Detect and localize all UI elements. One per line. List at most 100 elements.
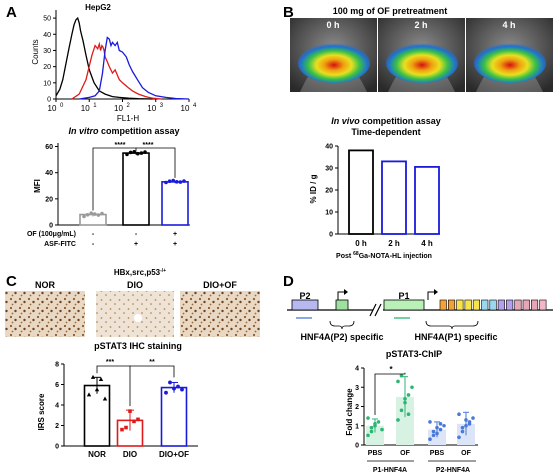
row-2-mark: + [134,241,138,248]
treatment-row-2-label: ASF-FITC [44,241,76,248]
bar-d-point [435,425,439,430]
pet-image-label: 4 h [502,20,515,30]
bar-b-y-tick-label: 10 [325,210,333,217]
bar-d-category-label: OF [400,450,410,457]
tss-arrowhead-2 [434,289,438,295]
bar-d-category-label: PBS [430,450,445,457]
bar-b-category-label: 0 h [355,239,367,248]
tss-arrow-1 [337,291,346,300]
group-label-p1: P1-HNF4A [373,467,407,474]
bar-c-category-label: DIO [123,450,137,459]
bar-c-point [90,374,96,379]
bar-a-point [175,180,179,184]
bar-c-point [94,387,100,392]
bar-b-y-tick-label: 0 [329,232,333,239]
group-label-p2: P2-HNF4A [436,467,470,474]
bar-d-y-tick-label: 2 [355,404,359,411]
exon-box [497,299,505,311]
flow-x-tick-label: 10 [114,104,123,113]
flow-x-tick-exponent: 3 [160,103,164,109]
bar-a-y-tick-label: 0 [49,223,53,230]
genotype-label: HBx,src,p53-/+ [114,268,166,277]
bar-a-title-rest: competition assay [98,126,179,136]
bar-c-sig-1: *** [106,359,114,366]
bar-c-point [128,409,132,413]
flow-x-tick-label: 10 [81,104,90,113]
bar-b-y-tick-label: 40 [325,144,333,151]
p2-promoter-box [291,299,319,311]
p2-specific-label: HNF4A(P2) specific [300,332,383,342]
bar-a-title: In vitro competition assay [68,126,179,136]
exons [439,299,547,311]
bar-d-point [369,429,374,434]
bar-b-bar-2 [414,165,440,235]
bar-d-point [399,373,404,378]
bar-d-point [428,420,432,424]
ihc-images: NOR DIO DIO+OF [5,280,260,337]
bar-c-category-label: DIO+OF [159,450,189,459]
bar-d-point [464,423,468,428]
flow-series-0 [55,16,153,100]
bar-d-point [399,408,404,413]
exon-box [472,299,481,311]
flow-x-tick-exponent: 4 [193,103,197,109]
exon-box [481,299,489,311]
bar-c-point [164,390,168,395]
bar-c-point [136,417,140,422]
bar-d-point [457,435,461,440]
bar-d-point [396,379,400,384]
exon-box [522,299,530,311]
flow-ylabel: Counts [31,39,40,64]
bar-d-y-tick-label: 0 [355,443,359,450]
bar-a-ylabel: MFI [33,179,42,193]
row-1-mark: - [135,231,138,238]
exon-box [514,299,522,311]
bar-a-sig-bracket-2 [136,147,176,178]
flow-x-tick-exponent: 2 [127,103,131,109]
tss-arrowhead-1 [344,289,348,295]
flow-x-tick-label: 10 [48,104,57,113]
bar-b-subtitle: Time-dependent [351,127,420,137]
bar-d-y-tick-label: 1 [355,423,359,430]
bar-d-point [406,393,411,397]
bar-d-sig-bracket [374,372,406,416]
bar-d-title: pSTAT3-ChIP [386,349,442,359]
bar-c-point [124,425,128,430]
exon-box [456,299,464,311]
treatment-marks: - - + - + + [92,231,177,248]
pet-title: 100 mg of OF pretreatment [333,6,448,16]
exon-box [506,299,514,311]
in-vivo-bar-chart: In vivo competition assay Time-dependent… [309,116,441,260]
panel-label-a: A [6,4,17,21]
bar-d-point [376,420,381,424]
ihc-bar-chart: pSTAT3 IHC staining IRS score 0 2 4 6 8 NOR DI… [37,341,198,459]
row-2-mark: + [173,241,177,248]
bar-d-ylabel: Fold change [345,388,354,436]
pet-signal-0 [298,43,370,83]
gene-break-2 [374,303,382,317]
bar-a-sig-2: **** [143,142,154,149]
bar-d-point [428,437,432,442]
bar-d-point [464,418,468,422]
p1-promoter-box [383,299,425,311]
bar-c-y-tick-label: 0 [55,444,59,451]
bar-c-point [172,386,176,391]
bar-d-point [431,429,436,434]
bar-a-point [82,214,86,219]
bar-d-point [369,425,374,430]
bar-c-bar-2 [160,386,188,447]
bar-a-point [136,151,140,156]
ihc-image-0 [5,291,85,337]
bar-c-point [98,376,104,381]
bar-b-category-label: 2 h [388,239,400,248]
ihc-image-label: DIO+OF [203,280,237,290]
bar-c-sig-bracket-1 [96,365,131,407]
bar-c-point [86,392,92,397]
bar-c-point [168,380,172,385]
bar-d-point [471,416,475,420]
exon-box [530,299,539,311]
panel-label-c: C [6,273,17,290]
bar-d-point [460,429,465,434]
exon-box [439,299,447,311]
bar-b-title-italic: In vivo [331,116,360,126]
